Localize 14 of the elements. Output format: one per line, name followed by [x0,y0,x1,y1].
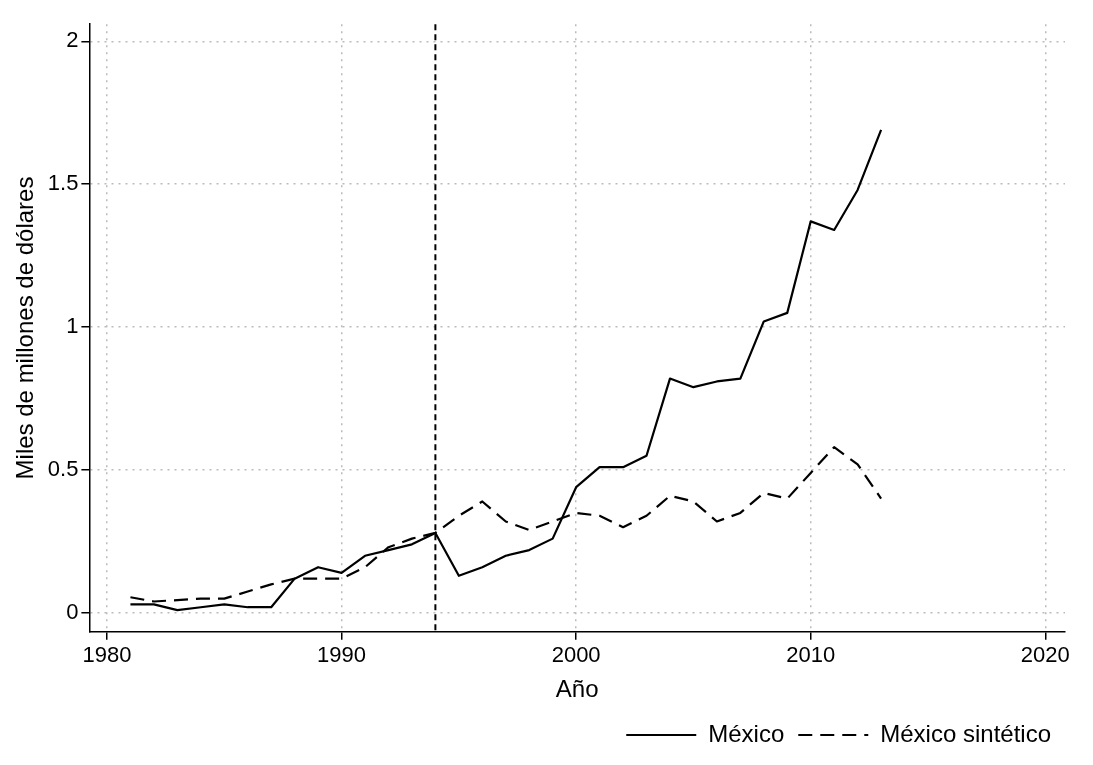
y-tick-label: 0.5 [47,456,79,482]
x-axis-title: Año [555,675,599,703]
x-tick-label: 1980 [82,642,132,668]
legend-label: México sintético [880,719,1051,747]
y-tick-label: 1 [66,313,79,339]
x-tick-label: 2020 [1020,642,1070,668]
x-tick-label: 2010 [786,642,836,668]
y-tick-label: 0 [66,599,79,624]
x-tick-label: 1990 [317,642,367,668]
legend-label: México [708,719,785,747]
y-tick-label: 1.5 [47,170,79,196]
x-tick-label: 2000 [551,642,601,668]
y-axis-title: Miles de millones de dólares [11,176,39,480]
y-tick-label: 2 [66,27,79,53]
